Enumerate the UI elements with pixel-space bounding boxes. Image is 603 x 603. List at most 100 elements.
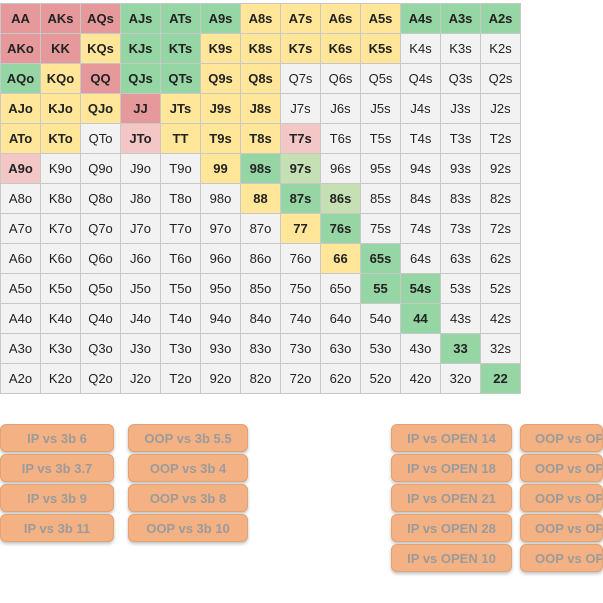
- hand-cell-64s[interactable]: 64s: [401, 244, 441, 274]
- hand-cell-qjo[interactable]: QJo: [81, 94, 121, 124]
- hand-cell-52s[interactable]: 52s: [481, 274, 521, 304]
- hand-cell-75s[interactable]: 75s: [361, 214, 401, 244]
- hand-cell-kjs[interactable]: KJs: [121, 34, 161, 64]
- ip-vs-open-button-3[interactable]: IP vs OPEN 21: [391, 484, 512, 512]
- hand-cell-kk[interactable]: KK: [41, 34, 81, 64]
- hand-cell-t8s[interactable]: T8s: [241, 124, 281, 154]
- hand-cell-j2o[interactable]: J2o: [121, 364, 161, 394]
- hand-cell-a2s[interactable]: A2s: [481, 4, 521, 34]
- hand-cell-j6o[interactable]: J6o: [121, 244, 161, 274]
- hand-cell-t9o[interactable]: T9o: [161, 154, 201, 184]
- hand-cell-97s[interactable]: 97s: [281, 154, 321, 184]
- hand-cell-85s[interactable]: 85s: [361, 184, 401, 214]
- hand-cell-96s[interactable]: 96s: [321, 154, 361, 184]
- hand-cell-a9o[interactable]: A9o: [1, 154, 41, 184]
- hand-cell-q6s[interactable]: Q6s: [321, 64, 361, 94]
- hand-cell-q7s[interactable]: Q7s: [281, 64, 321, 94]
- ip-vs-open-button-5[interactable]: IP vs OPEN 10: [391, 544, 512, 572]
- hand-cell-q4o[interactable]: Q4o: [81, 304, 121, 334]
- hand-cell-82o[interactable]: 82o: [241, 364, 281, 394]
- hand-cell-j5o[interactable]: J5o: [121, 274, 161, 304]
- hand-cell-22[interactable]: 22: [481, 364, 521, 394]
- hand-cell-65s[interactable]: 65s: [361, 244, 401, 274]
- hand-cell-j7s[interactable]: J7s: [281, 94, 321, 124]
- hand-cell-63s[interactable]: 63s: [441, 244, 481, 274]
- hand-cell-98s[interactable]: 98s: [241, 154, 281, 184]
- hand-cell-73o[interactable]: 73o: [281, 334, 321, 364]
- hand-cell-a8s[interactable]: A8s: [241, 4, 281, 34]
- hand-cell-q3s[interactable]: Q3s: [441, 64, 481, 94]
- hand-cell-q5o[interactable]: Q5o: [81, 274, 121, 304]
- hand-cell-42o[interactable]: 42o: [401, 364, 441, 394]
- hand-cell-t4s[interactable]: T4s: [401, 124, 441, 154]
- hand-cell-k8o[interactable]: K8o: [41, 184, 81, 214]
- hand-cell-a5s[interactable]: A5s: [361, 4, 401, 34]
- hand-cell-j8o[interactable]: J8o: [121, 184, 161, 214]
- hand-cell-qts[interactable]: QTs: [161, 64, 201, 94]
- hand-cell-q4s[interactable]: Q4s: [401, 64, 441, 94]
- ip-vs-open-button-4[interactable]: IP vs OPEN 28: [391, 514, 512, 542]
- hand-cell-k5s[interactable]: K5s: [361, 34, 401, 64]
- hand-cell-95s[interactable]: 95s: [361, 154, 401, 184]
- hand-cell-jts[interactable]: JTs: [161, 94, 201, 124]
- ip-vs-3b-button-3[interactable]: IP vs 3b 9: [0, 484, 114, 512]
- hand-cell-k7s[interactable]: K7s: [281, 34, 321, 64]
- hand-cell-q2o[interactable]: Q2o: [81, 364, 121, 394]
- hand-cell-99[interactable]: 99: [201, 154, 241, 184]
- hand-cell-43o[interactable]: 43o: [401, 334, 441, 364]
- ip-vs-3b-button-1[interactable]: IP vs 3b 6: [0, 424, 114, 452]
- hand-cell-72o[interactable]: 72o: [281, 364, 321, 394]
- hand-cell-aks[interactable]: AKs: [41, 4, 81, 34]
- oop-vs-open-button-2[interactable]: OOP vs OP: [520, 454, 603, 482]
- hand-cell-j6s[interactable]: J6s: [321, 94, 361, 124]
- hand-cell-84s[interactable]: 84s: [401, 184, 441, 214]
- hand-cell-t4o[interactable]: T4o: [161, 304, 201, 334]
- hand-cell-77[interactable]: 77: [281, 214, 321, 244]
- hand-cell-t3o[interactable]: T3o: [161, 334, 201, 364]
- hand-cell-a7o[interactable]: A7o: [1, 214, 41, 244]
- hand-cell-j3o[interactable]: J3o: [121, 334, 161, 364]
- hand-cell-44[interactable]: 44: [401, 304, 441, 334]
- hand-cell-92o[interactable]: 92o: [201, 364, 241, 394]
- oop-vs-open-button-1[interactable]: OOP vs OP: [520, 424, 603, 452]
- hand-cell-t5o[interactable]: T5o: [161, 274, 201, 304]
- hand-cell-ako[interactable]: AKo: [1, 34, 41, 64]
- hand-cell-95o[interactable]: 95o: [201, 274, 241, 304]
- ip-vs-open-button-2[interactable]: IP vs OPEN 18: [391, 454, 512, 482]
- hand-cell-a6s[interactable]: A6s: [321, 4, 361, 34]
- hand-cell-j7o[interactable]: J7o: [121, 214, 161, 244]
- hand-cell-53s[interactable]: 53s: [441, 274, 481, 304]
- hand-cell-j4s[interactable]: J4s: [401, 94, 441, 124]
- hand-cell-87o[interactable]: 87o: [241, 214, 281, 244]
- hand-cell-76s[interactable]: 76s: [321, 214, 361, 244]
- hand-cell-k9s[interactable]: K9s: [201, 34, 241, 64]
- ip-vs-3b-button-2[interactable]: IP vs 3b 3.7: [0, 454, 114, 482]
- oop-vs-3b-button-2[interactable]: OOP vs 3b 4: [128, 454, 248, 482]
- hand-cell-q2s[interactable]: Q2s: [481, 64, 521, 94]
- hand-cell-j9o[interactable]: J9o: [121, 154, 161, 184]
- hand-cell-q8s[interactable]: Q8s: [241, 64, 281, 94]
- hand-cell-k3o[interactable]: K3o: [41, 334, 81, 364]
- hand-cell-93o[interactable]: 93o: [201, 334, 241, 364]
- hand-cell-k2s[interactable]: K2s: [481, 34, 521, 64]
- hand-cell-t9s[interactable]: T9s: [201, 124, 241, 154]
- hand-cell-a7s[interactable]: A7s: [281, 4, 321, 34]
- oop-vs-3b-button-3[interactable]: OOP vs 3b 8: [128, 484, 248, 512]
- hand-cell-94s[interactable]: 94s: [401, 154, 441, 184]
- hand-cell-q5s[interactable]: Q5s: [361, 64, 401, 94]
- hand-cell-63o[interactable]: 63o: [321, 334, 361, 364]
- hand-cell-t7s[interactable]: T7s: [281, 124, 321, 154]
- hand-cell-qq[interactable]: QQ: [81, 64, 121, 94]
- hand-cell-54s[interactable]: 54s: [401, 274, 441, 304]
- hand-cell-qjs[interactable]: QJs: [121, 64, 161, 94]
- hand-cell-t5s[interactable]: T5s: [361, 124, 401, 154]
- hand-cell-k4o[interactable]: K4o: [41, 304, 81, 334]
- hand-cell-q9o[interactable]: Q9o: [81, 154, 121, 184]
- hand-cell-86o[interactable]: 86o: [241, 244, 281, 274]
- hand-cell-qto[interactable]: QTo: [81, 124, 121, 154]
- hand-cell-aa[interactable]: AA: [1, 4, 41, 34]
- hand-cell-98o[interactable]: 98o: [201, 184, 241, 214]
- hand-cell-t2s[interactable]: T2s: [481, 124, 521, 154]
- hand-cell-a3o[interactable]: A3o: [1, 334, 41, 364]
- hand-cell-j5s[interactable]: J5s: [361, 94, 401, 124]
